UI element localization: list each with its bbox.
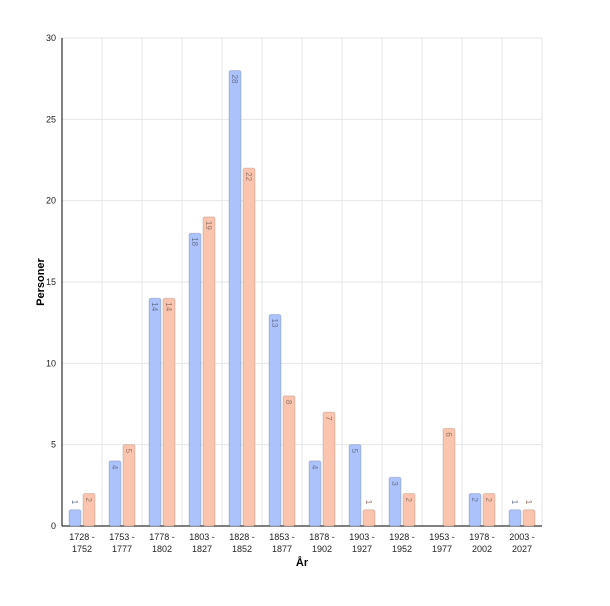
- bar: [68, 509, 82, 527]
- y-tick-label: 10: [46, 358, 56, 368]
- y-tick-label: 15: [46, 277, 56, 287]
- data-label: 2: [404, 497, 413, 502]
- data-label: 1: [524, 500, 533, 505]
- x-tick-label: 1953 -1977: [429, 532, 455, 554]
- x-tick-label: 1903 -1927: [349, 532, 375, 554]
- y-tick-label: 5: [51, 440, 56, 450]
- x-tick-label: 1853 -1877: [269, 532, 295, 554]
- bar: [228, 70, 242, 527]
- bar: [388, 476, 402, 527]
- y-tick-label: 25: [46, 114, 56, 124]
- bar: [242, 167, 256, 527]
- data-label: 4: [310, 465, 319, 470]
- x-tick-label: 1878 -1902: [309, 532, 335, 554]
- bar: [148, 297, 162, 527]
- bar: [188, 232, 202, 527]
- data-label: 4: [110, 465, 119, 470]
- y-tick-label: 20: [46, 196, 56, 206]
- bar: [122, 444, 136, 527]
- x-tick-label: 1928 -1952: [389, 532, 415, 554]
- data-label: 1: [510, 500, 519, 505]
- x-tick-label: 1753 -1777: [109, 532, 135, 554]
- bar: [82, 492, 96, 527]
- bar: [348, 444, 362, 527]
- x-tick-label: 2003 -2027: [509, 532, 535, 554]
- y-tick-label: 0: [51, 521, 56, 531]
- bar: [108, 460, 122, 527]
- bar: [522, 509, 536, 527]
- bar: [362, 509, 376, 527]
- bar: [268, 314, 282, 527]
- bar: [482, 492, 496, 527]
- data-label: 6: [444, 432, 453, 437]
- data-label: 5: [350, 449, 359, 454]
- data-label: 22: [244, 172, 253, 181]
- data-label: 14: [150, 302, 159, 311]
- x-tick-label: 1828 -1852: [229, 532, 255, 554]
- data-label: 8: [284, 400, 293, 405]
- bar: [202, 216, 216, 527]
- bar: [308, 460, 322, 527]
- bar: [322, 411, 336, 527]
- data-label: 2: [484, 497, 493, 502]
- x-axis-label: År: [296, 556, 309, 569]
- data-label: 28: [230, 75, 239, 84]
- data-label: 1: [364, 500, 373, 505]
- data-label: 19: [204, 221, 213, 230]
- x-tick-label: 1803 -1827: [189, 532, 215, 554]
- data-label: 2: [84, 497, 93, 502]
- data-label: 5: [124, 449, 133, 454]
- x-tick-label: 1728 -1752: [69, 532, 95, 554]
- data-label: 18: [190, 237, 199, 246]
- x-tick-label: 1778 -1802: [149, 532, 175, 554]
- bar: [508, 509, 522, 527]
- x-tick-label: 1978 -2002: [469, 532, 495, 554]
- data-label: 2: [470, 497, 479, 502]
- data-label: 7: [324, 416, 333, 421]
- bar: [162, 297, 176, 527]
- bar: [282, 395, 296, 527]
- data-label: 3: [390, 481, 399, 486]
- data-label: 13: [270, 319, 279, 328]
- bar: [442, 427, 456, 527]
- y-axis-label: Personer: [35, 257, 47, 305]
- bar: [468, 492, 482, 527]
- y-tick-label: 30: [46, 33, 56, 43]
- data-label: 1: [70, 500, 79, 505]
- bar: [402, 492, 416, 527]
- data-label: 14: [164, 302, 173, 311]
